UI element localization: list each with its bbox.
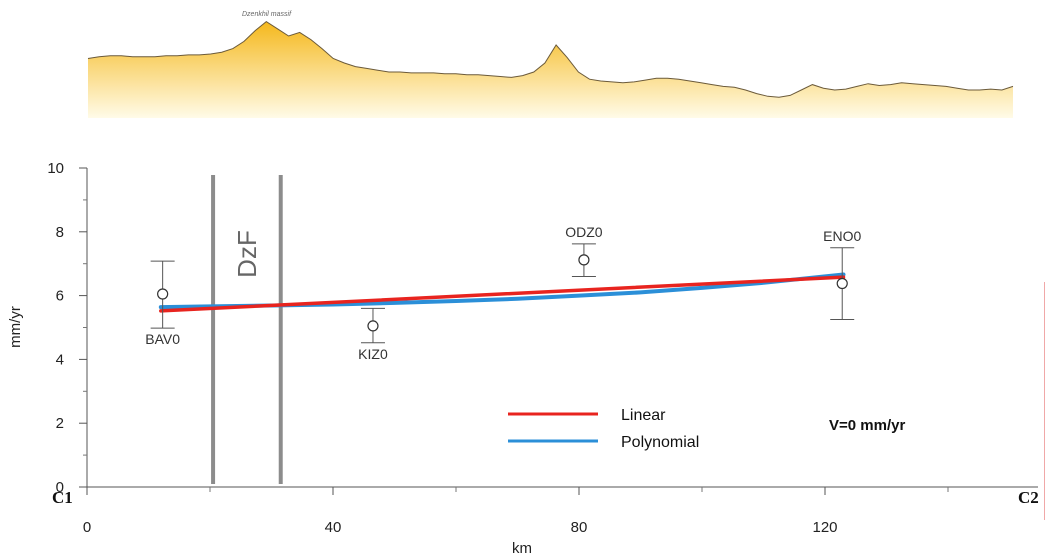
station-odz0: ODZ0 bbox=[565, 224, 603, 277]
y-tick-label-8: 8 bbox=[56, 224, 64, 241]
legend: Linear Polynomial bbox=[508, 407, 699, 451]
y-tick-label-4: 4 bbox=[56, 351, 64, 368]
y-tick-label-2: 2 bbox=[56, 415, 64, 432]
gps-stations: BAV0 KIZ0 ODZ0 ENO0 bbox=[145, 224, 861, 362]
y-axis-title: mm/yr bbox=[7, 306, 24, 348]
profile-ridge-line bbox=[87, 20, 1014, 98]
y-axis-ticks: 0 2 4 6 8 10 bbox=[47, 160, 87, 496]
endpoint-c1: C1 bbox=[52, 488, 73, 507]
station-point-odz0 bbox=[578, 254, 590, 266]
endpoint-c2: C2 bbox=[1018, 488, 1039, 507]
station-kiz0: KIZ0 bbox=[358, 307, 388, 362]
station-point-kiz0 bbox=[367, 320, 379, 332]
x-tick-label-80: 80 bbox=[571, 519, 588, 536]
station-point-eno0 bbox=[836, 277, 848, 290]
profile-label: Dzenkhil massif bbox=[242, 11, 292, 18]
fault-zone: DzF bbox=[211, 175, 283, 484]
x-axis-ticks: 0 40 80 120 bbox=[83, 487, 949, 536]
legend-label-polynomial: Polynomial bbox=[621, 434, 699, 451]
profile-area bbox=[88, 21, 1013, 119]
fault-label: DzF bbox=[232, 230, 262, 278]
station-bav0: BAV0 bbox=[145, 260, 180, 347]
legend-label-linear: Linear bbox=[621, 407, 666, 424]
chart-axes bbox=[86, 168, 1045, 520]
series-linear bbox=[159, 275, 846, 313]
regression-series bbox=[158, 272, 846, 313]
station-label-eno0: ENO0 bbox=[823, 228, 861, 244]
topographic-profile: Dzenkhil massif bbox=[87, 11, 1014, 119]
y-tick-label-0: 0 bbox=[56, 479, 64, 496]
x-tick-label-40: 40 bbox=[325, 519, 342, 536]
x-tick-label-120: 120 bbox=[812, 519, 837, 536]
station-label-odz0: ODZ0 bbox=[565, 224, 603, 240]
station-label-bav0: BAV0 bbox=[145, 331, 180, 347]
station-label-kiz0: KIZ0 bbox=[358, 346, 388, 362]
x-axis-title: km bbox=[512, 540, 532, 557]
station-eno0: ENO0 bbox=[823, 228, 861, 321]
velocity-annotation: V=0 mm/yr bbox=[829, 417, 905, 434]
y-tick-label-6: 6 bbox=[56, 288, 64, 305]
y-tick-label-10: 10 bbox=[47, 160, 64, 177]
series-polynomial bbox=[158, 272, 846, 310]
x-tick-label-0: 0 bbox=[83, 519, 91, 536]
station-point-bav0 bbox=[157, 288, 169, 300]
